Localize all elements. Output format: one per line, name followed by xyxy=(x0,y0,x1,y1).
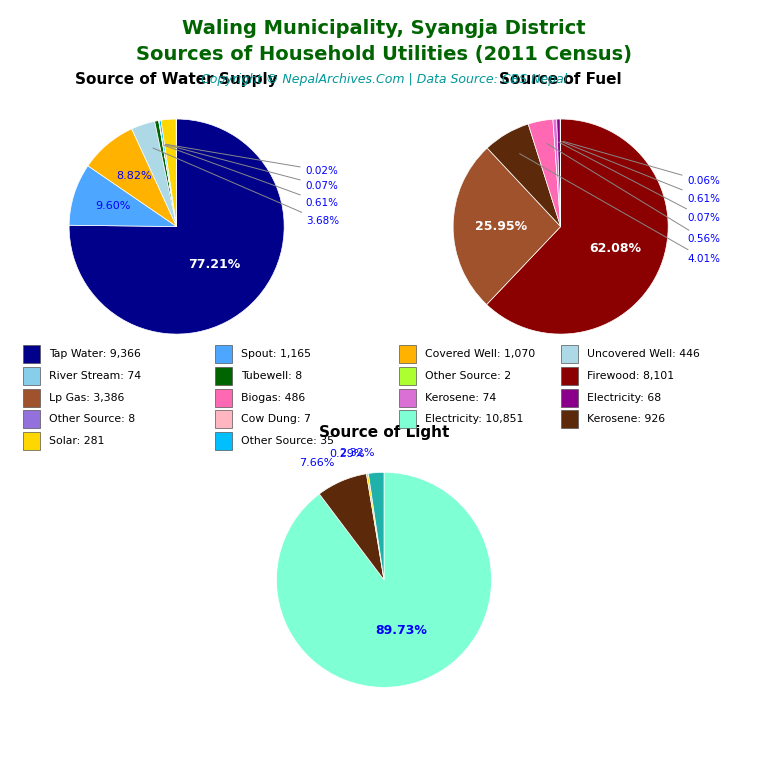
Text: Kerosene: 926: Kerosene: 926 xyxy=(587,415,665,425)
Text: Electricity: 10,851: Electricity: 10,851 xyxy=(425,415,524,425)
Wedge shape xyxy=(88,129,177,227)
Text: 3.68%: 3.68% xyxy=(153,148,339,227)
Text: Firewood: 8,101: Firewood: 8,101 xyxy=(587,370,674,381)
Bar xyxy=(23,366,40,385)
Bar xyxy=(561,410,578,429)
Wedge shape xyxy=(159,120,177,227)
Text: 9.60%: 9.60% xyxy=(95,201,131,211)
Bar xyxy=(215,389,232,406)
Bar xyxy=(215,345,232,362)
Bar xyxy=(399,389,416,406)
Wedge shape xyxy=(366,473,384,580)
Text: 2.32%: 2.32% xyxy=(339,449,375,458)
Text: 0.07%: 0.07% xyxy=(558,142,720,223)
Text: 0.56%: 0.56% xyxy=(547,144,720,244)
Wedge shape xyxy=(276,472,492,687)
Text: Cow Dung: 7: Cow Dung: 7 xyxy=(241,415,311,425)
Bar xyxy=(215,366,232,385)
Text: 4.01%: 4.01% xyxy=(520,154,720,264)
Text: 8.82%: 8.82% xyxy=(116,170,151,180)
Wedge shape xyxy=(528,119,561,227)
Bar xyxy=(23,345,40,362)
Text: Other Source: 2: Other Source: 2 xyxy=(425,370,511,381)
Wedge shape xyxy=(487,119,668,334)
Title: Source of Fuel: Source of Fuel xyxy=(499,72,622,87)
Bar xyxy=(23,432,40,450)
Bar xyxy=(399,410,416,429)
Wedge shape xyxy=(154,121,177,227)
Bar xyxy=(215,410,232,429)
Text: 0.29%: 0.29% xyxy=(329,449,364,459)
Text: Spout: 1,165: Spout: 1,165 xyxy=(241,349,311,359)
Text: Copyright © NepalArchives.Com | Data Source: CBS Nepal: Copyright © NepalArchives.Com | Data Sou… xyxy=(201,73,567,86)
Wedge shape xyxy=(132,121,177,227)
Text: 0.61%: 0.61% xyxy=(164,145,339,208)
Text: 0.02%: 0.02% xyxy=(166,144,339,176)
Text: Waling Municipality, Syangja District: Waling Municipality, Syangja District xyxy=(182,19,586,38)
Text: Uncovered Well: 446: Uncovered Well: 446 xyxy=(587,349,700,359)
Text: Electricity: 68: Electricity: 68 xyxy=(587,392,661,402)
Wedge shape xyxy=(453,148,561,305)
Wedge shape xyxy=(159,121,177,227)
Text: Covered Well: 1,070: Covered Well: 1,070 xyxy=(425,349,536,359)
Title: Source of Water Supply: Source of Water Supply xyxy=(75,72,278,87)
Bar xyxy=(23,389,40,406)
Wedge shape xyxy=(319,474,384,580)
Text: 25.95%: 25.95% xyxy=(475,220,528,233)
Text: Other Source: 8: Other Source: 8 xyxy=(49,415,135,425)
Wedge shape xyxy=(553,119,561,227)
Bar xyxy=(561,389,578,406)
Text: Kerosene: 74: Kerosene: 74 xyxy=(425,392,497,402)
Bar xyxy=(399,345,416,362)
Text: 0.06%: 0.06% xyxy=(563,141,720,187)
Text: 89.73%: 89.73% xyxy=(375,624,427,637)
Wedge shape xyxy=(487,124,561,227)
Wedge shape xyxy=(159,121,177,227)
Bar xyxy=(23,410,40,429)
Bar xyxy=(561,345,578,362)
Text: Other Source: 35: Other Source: 35 xyxy=(241,436,334,446)
Text: Solar: 281: Solar: 281 xyxy=(49,436,104,446)
Text: Biogas: 486: Biogas: 486 xyxy=(241,392,306,402)
Text: 77.21%: 77.21% xyxy=(188,258,240,271)
Text: Tubewell: 8: Tubewell: 8 xyxy=(241,370,303,381)
Wedge shape xyxy=(369,472,384,580)
Text: Lp Gas: 3,386: Lp Gas: 3,386 xyxy=(49,392,124,402)
Wedge shape xyxy=(557,119,561,227)
Bar xyxy=(215,432,232,450)
Text: Sources of Household Utilities (2011 Census): Sources of Household Utilities (2011 Cen… xyxy=(136,45,632,64)
Wedge shape xyxy=(161,119,177,227)
Bar xyxy=(561,366,578,385)
Text: 7.66%: 7.66% xyxy=(299,458,334,468)
Text: 0.07%: 0.07% xyxy=(165,144,339,190)
Title: Source of Light: Source of Light xyxy=(319,425,449,440)
Text: 0.61%: 0.61% xyxy=(561,141,720,204)
Wedge shape xyxy=(69,166,177,227)
Bar xyxy=(399,366,416,385)
Text: River Stream: 74: River Stream: 74 xyxy=(49,370,141,381)
Text: Tap Water: 9,366: Tap Water: 9,366 xyxy=(49,349,141,359)
Wedge shape xyxy=(69,119,284,334)
Text: 62.08%: 62.08% xyxy=(590,242,641,255)
